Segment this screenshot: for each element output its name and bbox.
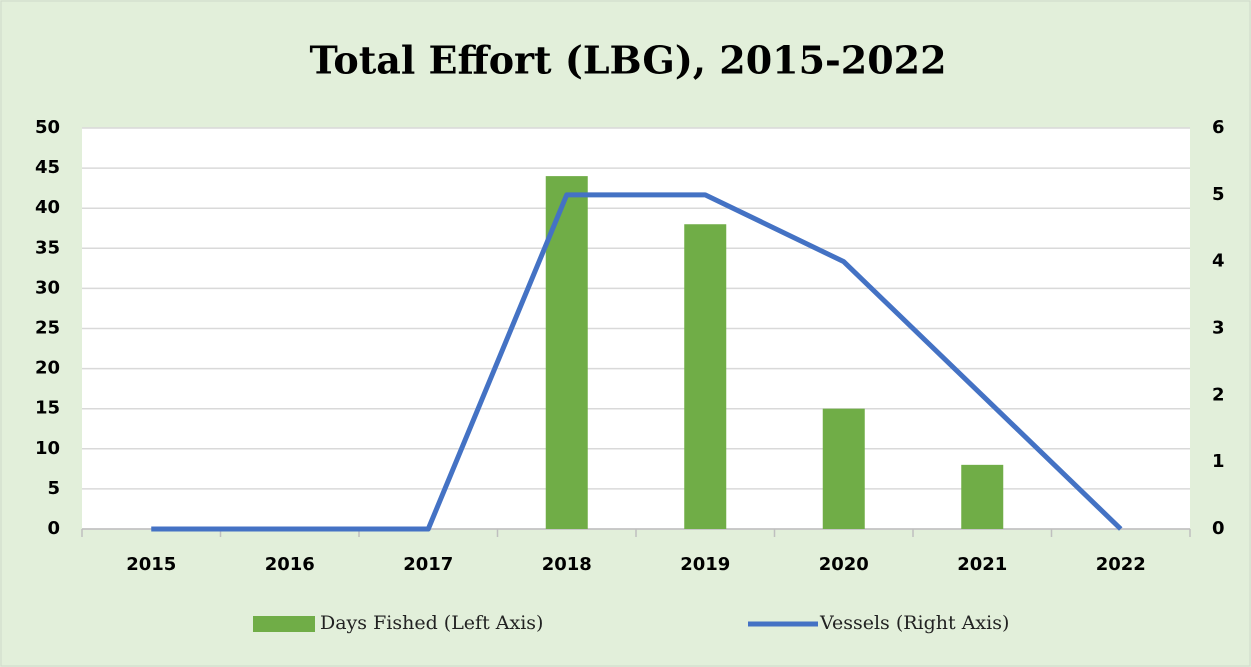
y2-tick-label: 5 <box>1212 184 1225 205</box>
x-tick-label: 2021 <box>957 554 1007 575</box>
chart-title: Total Effort (LBG), 2015-2022 <box>309 38 946 83</box>
y2-tick-label: 4 <box>1212 251 1225 272</box>
y2-tick-label: 0 <box>1212 518 1225 539</box>
y-tick-label: 40 <box>35 197 60 218</box>
y-tick-label: 50 <box>35 117 60 138</box>
y2-tick-label: 6 <box>1212 117 1225 138</box>
y-tick-label: 25 <box>35 318 60 339</box>
x-tick-label: 2018 <box>542 554 592 575</box>
x-tick-label: 2019 <box>680 554 730 575</box>
y-tick-label: 45 <box>35 157 60 178</box>
line <box>151 192 1123 532</box>
bar <box>961 464 1004 529</box>
x-tick-label: 2022 <box>1096 554 1146 575</box>
x-tick-label: 2017 <box>403 554 453 575</box>
y2-tick-label: 1 <box>1212 451 1225 472</box>
legend-label: Days Fished (Left Axis) <box>320 612 543 634</box>
x-tick-label: 2015 <box>126 554 176 575</box>
x-tick-label: 2020 <box>819 554 869 575</box>
legend-swatch <box>253 616 315 632</box>
y-tick-label: 35 <box>35 237 60 258</box>
y-tick-label: 0 <box>47 518 60 539</box>
y-tick-label: 15 <box>35 398 60 419</box>
bar <box>822 408 865 529</box>
y2-tick-label: 3 <box>1212 318 1225 339</box>
bar <box>684 224 727 530</box>
y2-tick-label: 2 <box>1212 384 1225 405</box>
y-tick-label: 30 <box>35 277 60 298</box>
y-tick-label: 5 <box>47 478 60 499</box>
legend-label: Vessels (Right Axis) <box>819 612 1009 634</box>
y-tick-label: 10 <box>35 438 60 459</box>
x-tick-label: 2016 <box>265 554 315 575</box>
y-tick-label: 20 <box>35 358 60 379</box>
